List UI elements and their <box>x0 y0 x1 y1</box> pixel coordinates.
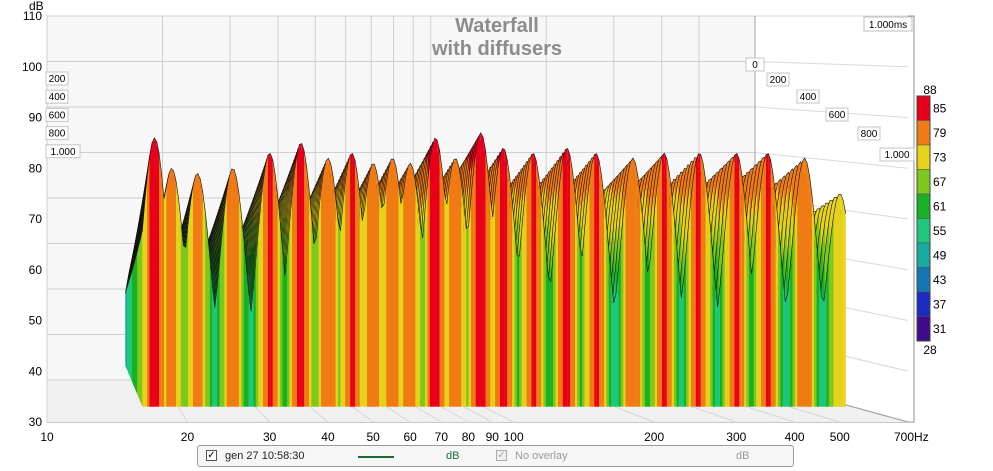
y-tick-label: 30 <box>29 415 43 429</box>
scale-swatch <box>916 193 931 219</box>
x-tick-label: 10 <box>40 430 54 444</box>
scale-level-label: 61 <box>933 199 947 213</box>
scale-level-label: 73 <box>933 150 947 164</box>
x-tick-label: 400 <box>785 430 805 444</box>
scale-bottom-label: 28 <box>923 343 937 357</box>
y-axis-unit: dB <box>29 0 44 13</box>
scale-level-label: 85 <box>933 101 947 115</box>
y-tick-label: 80 <box>29 161 43 175</box>
overlay1-unit: dB <box>446 450 460 462</box>
y-tick-label: 40 <box>29 364 43 378</box>
x-tick-label: 300 <box>726 430 746 444</box>
overlay1-checkbox[interactable]: ✓ <box>206 450 217 461</box>
scale-level-label: 43 <box>933 273 947 287</box>
waterfall-slice <box>141 132 847 312</box>
x-tick-label: 20 <box>181 430 195 444</box>
side-gridline <box>754 152 909 169</box>
overlay2-label[interactable]: No overlay <box>515 450 568 462</box>
scale-level-label: 79 <box>933 126 947 140</box>
color-scale: 88 85 79 73 67 61 55 49 43 37 31 28 <box>916 83 947 357</box>
overlay2-checkbox[interactable]: ✓ <box>496 450 507 461</box>
scale-swatch <box>916 316 931 342</box>
scale-swatch <box>916 169 931 195</box>
overlay2-unit: dB <box>736 450 750 462</box>
legend-bar: ✓ gen 27 10:58:30 dB ✓ No overlay dB <box>197 445 794 467</box>
waterfall-surface <box>125 132 847 407</box>
time-tick-label: 1.000 <box>879 147 915 162</box>
x-tick-label: 500 <box>830 430 850 444</box>
side-gridline <box>754 61 909 68</box>
x-tick-label: 200 <box>644 430 664 444</box>
x-tick-label: 70 <box>435 430 449 444</box>
x-tick-label: 40 <box>321 430 335 444</box>
time-tick-label: 200 <box>45 71 69 86</box>
time-tick-label: 1.000 <box>45 144 81 159</box>
scale-swatch <box>916 218 931 244</box>
time-tick-label: 600 <box>45 107 69 122</box>
chart-subtitle: with diffusers <box>431 38 562 60</box>
y-tick-label: 100 <box>22 60 42 74</box>
overlay1-line-swatch <box>358 456 394 458</box>
y-tick-label: 90 <box>29 111 43 125</box>
time-tick-label: 200 <box>766 72 790 87</box>
x-tick-label: 60 <box>403 430 417 444</box>
scale-swatch <box>916 242 931 268</box>
time-tick-label: 0 <box>745 57 765 72</box>
time-tick-label: 400 <box>45 89 69 104</box>
time-tick-label: 800 <box>45 126 69 141</box>
x-axis-ticks: 10 20 30 40 50 60 70 80 90 100 200 300 400 500 700Hz <box>40 430 928 444</box>
y-tick-label: 50 <box>29 314 43 328</box>
chart-title: Waterfall <box>455 15 539 37</box>
x-tick-label: 30 <box>263 430 277 444</box>
scale-level-label: 49 <box>933 248 947 262</box>
time-tick-label: 600 <box>825 107 849 122</box>
scale-level-label: 67 <box>933 175 947 189</box>
x-tick-label: 50 <box>366 430 380 444</box>
time-label-box: 1.000ms <box>863 16 913 32</box>
y-axis-ticks: 30 40 50 60 70 80 90 100 110 <box>22 9 42 429</box>
scale-swatch <box>916 291 931 317</box>
time-tick-label: 400 <box>796 89 820 104</box>
scale-level-label: 37 <box>933 297 947 311</box>
scale-swatch <box>916 144 931 170</box>
x-tick-label: 90 <box>486 430 500 444</box>
y-tick-label: 110 <box>23 9 42 23</box>
y-tick-label: 70 <box>29 212 43 226</box>
x-tick-label: 100 <box>504 430 524 444</box>
y-tick-label: 60 <box>29 263 43 277</box>
scale-level-label: 31 <box>933 322 947 336</box>
scale-top-label: 88 <box>923 83 937 97</box>
time-tick-label: 800 <box>857 126 881 141</box>
scale-level-label: 55 <box>933 224 947 238</box>
scale-swatch <box>916 120 931 146</box>
x-tick-label: 700Hz <box>894 430 929 444</box>
overlay1-label[interactable]: gen 27 10:58:30 <box>225 450 305 462</box>
scale-swatch <box>916 95 931 121</box>
x-tick-label: 80 <box>462 430 476 444</box>
scale-swatch <box>916 267 931 293</box>
